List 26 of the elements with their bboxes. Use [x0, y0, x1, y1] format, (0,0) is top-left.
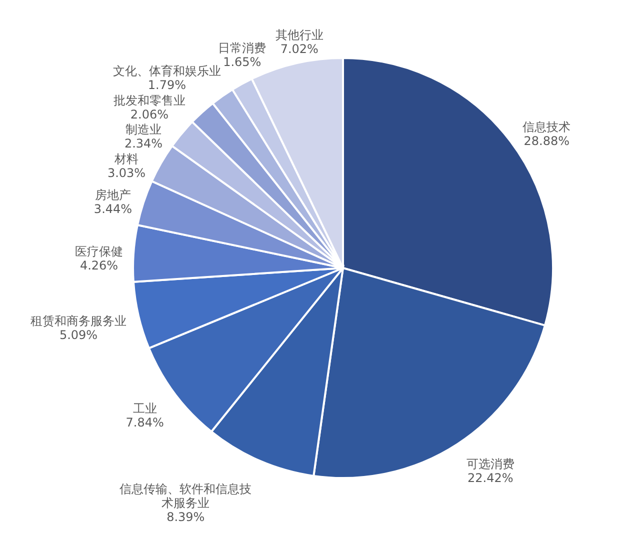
data-label: 8.39%	[166, 510, 205, 524]
slice-label: 房地产	[94, 188, 131, 202]
data-label: 22.42%	[467, 471, 514, 486]
slice-label: 信息传输、软件和信息技术服务业	[120, 482, 252, 510]
slice-label: 租赁和商务服务业	[30, 314, 127, 328]
slice-label: 批发和零售业	[113, 93, 186, 108]
data-label: 7.02%	[280, 42, 318, 56]
data-label: 1.79%	[148, 78, 186, 92]
slice-label: 工业	[132, 401, 157, 416]
data-label: 28.88%	[524, 134, 570, 148]
slice-label: 制造业	[126, 122, 162, 137]
data-label: 5.09%	[59, 328, 98, 342]
slice-label: 材料	[114, 152, 139, 166]
data-label: 7.84%	[126, 415, 164, 430]
slice-label: 其他行业	[275, 28, 324, 42]
data-label: 2.06%	[130, 107, 169, 122]
slice-label: 医疗保健	[75, 244, 124, 259]
data-label: 2.34%	[124, 136, 163, 151]
slice-label: 文化、体育和娱乐业	[112, 64, 221, 78]
slice-label: 可选消费	[466, 457, 514, 472]
data-label: 3.44%	[94, 202, 132, 216]
data-label: 3.03%	[107, 166, 146, 180]
data-label: 4.26%	[80, 258, 118, 273]
slice-label: 信息技术	[522, 120, 571, 134]
slice-label: 日常消费	[218, 40, 266, 55]
data-label: 1.65%	[223, 54, 262, 69]
